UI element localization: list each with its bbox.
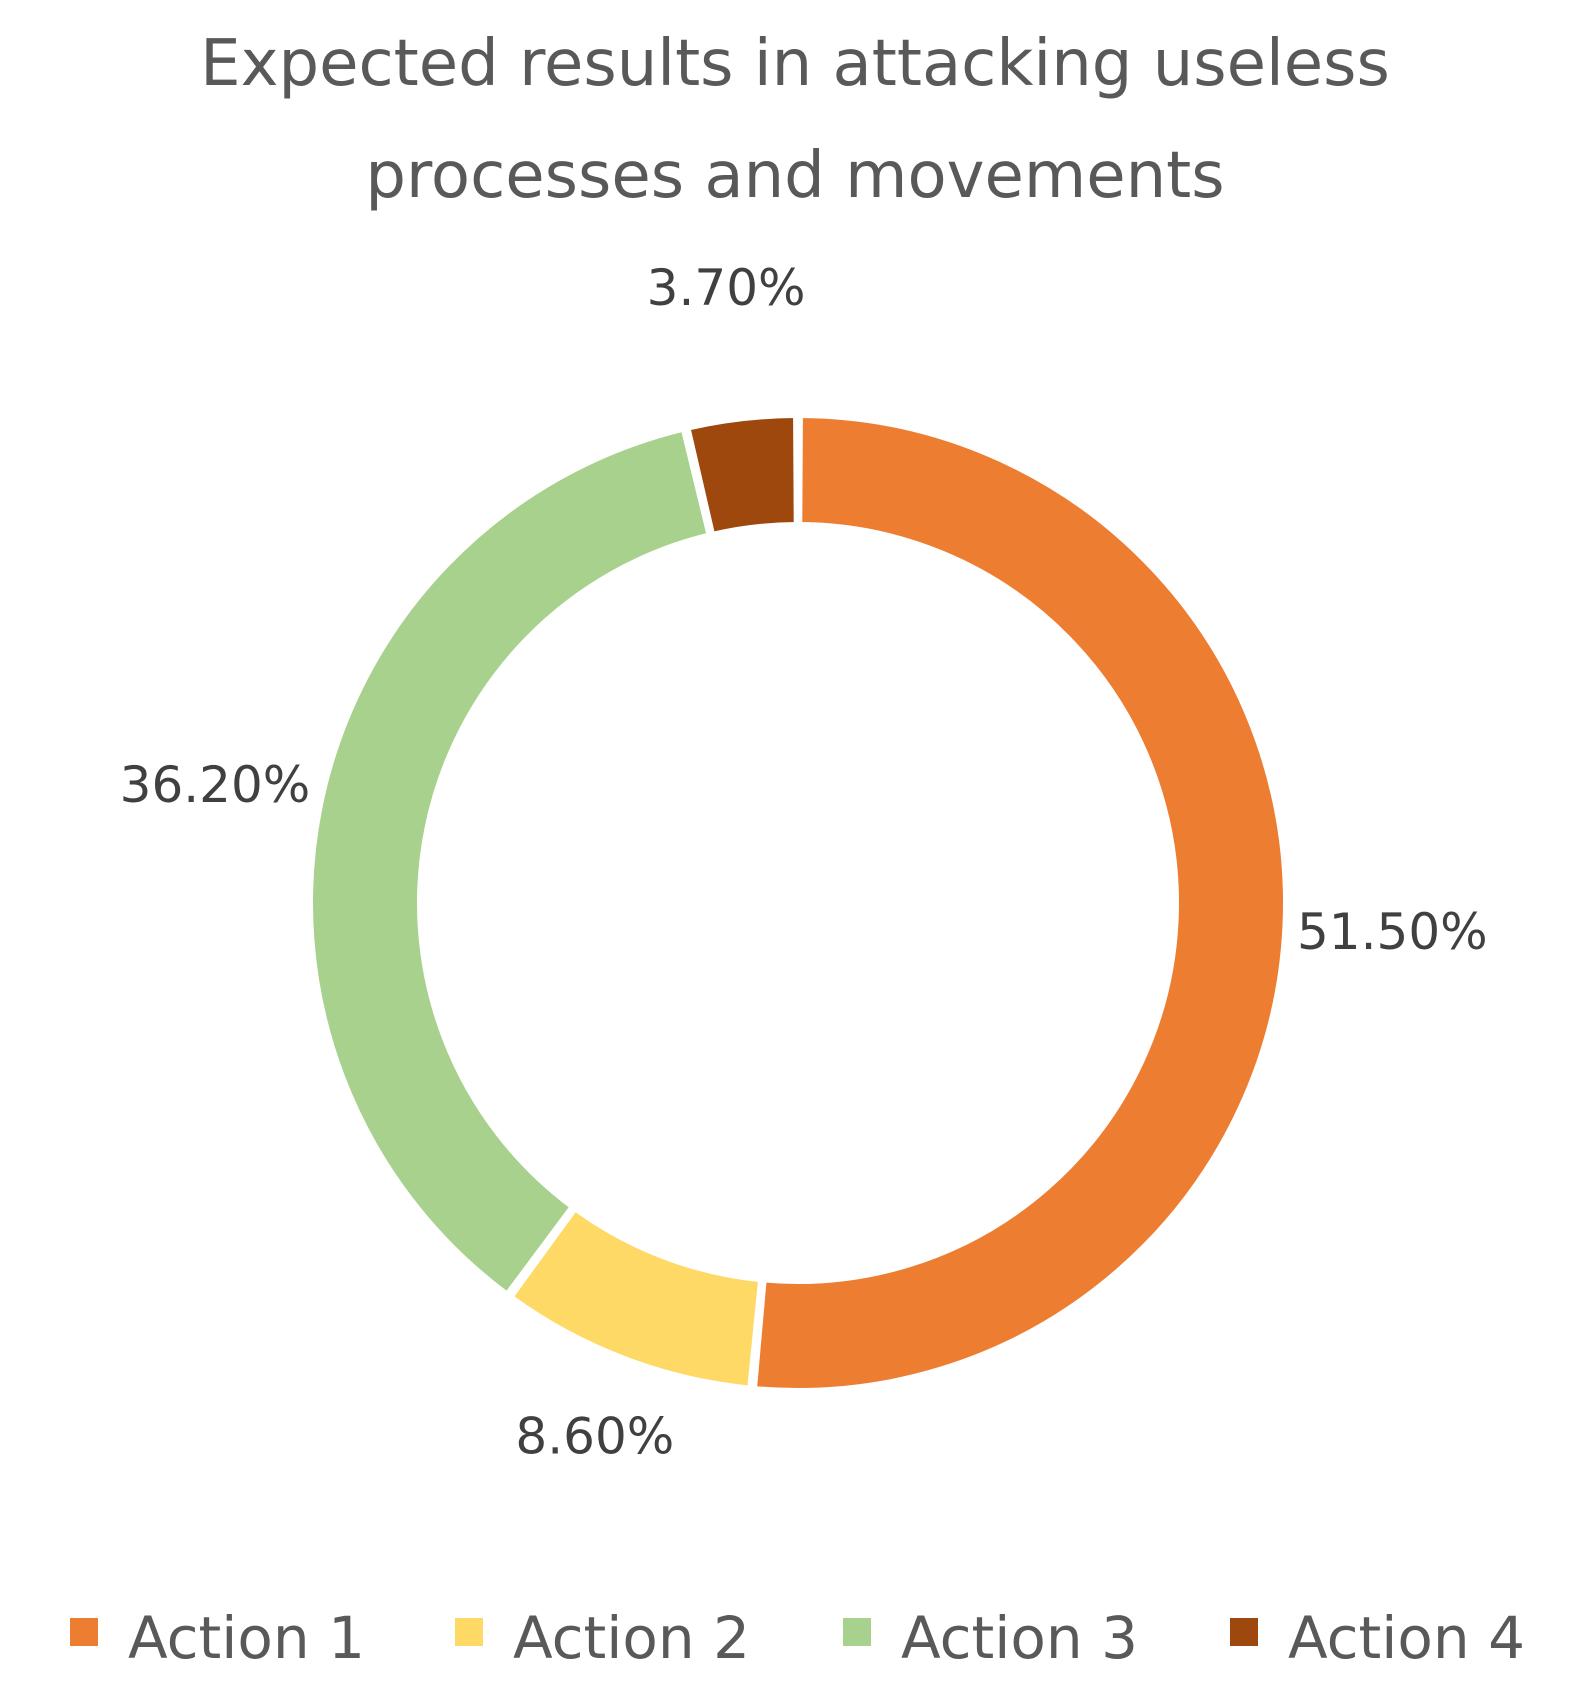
legend-swatch-action-1: [70, 1618, 98, 1646]
chart-title: Expected results in attacking useless pr…: [200, 27, 1390, 213]
legend-label-action-1: Action 1: [128, 1604, 365, 1672]
legend-label-action-2: Action 2: [513, 1604, 750, 1672]
data-labels: 51.50% 8.60% 36.20% 3.70%: [120, 259, 1488, 1465]
legend-label-action-4: Action 4: [1288, 1604, 1525, 1672]
chart-title-line-2: processes and movements: [365, 139, 1224, 213]
legend-swatch-action-4: [1230, 1618, 1258, 1646]
legend-label-action-3: Action 3: [901, 1604, 1138, 1672]
chart-title-line-1: Expected results in attacking useless: [200, 27, 1390, 101]
legend-swatch-action-2: [455, 1618, 483, 1646]
data-label-action-1: 51.50%: [1297, 903, 1488, 961]
donut-slices: [309, 413, 1288, 1392]
data-label-action-4: 3.70%: [647, 259, 806, 317]
slice-action-2: [508, 1206, 763, 1390]
data-label-action-2: 8.60%: [515, 1408, 674, 1466]
data-label-action-3: 36.20%: [120, 756, 311, 814]
slice-action-3: [309, 427, 711, 1297]
legend-item-action-2: Action 2: [455, 1604, 750, 1672]
legend-item-action-4: Action 4: [1230, 1604, 1525, 1672]
slice-action-1: [752, 413, 1288, 1392]
legend-item-action-1: Action 1: [70, 1604, 365, 1672]
legend: Action 1 Action 2 Action 3 Action 4: [70, 1604, 1525, 1672]
legend-swatch-action-3: [843, 1618, 871, 1646]
legend-item-action-3: Action 3: [843, 1604, 1138, 1672]
slice-action-4: [686, 413, 798, 537]
